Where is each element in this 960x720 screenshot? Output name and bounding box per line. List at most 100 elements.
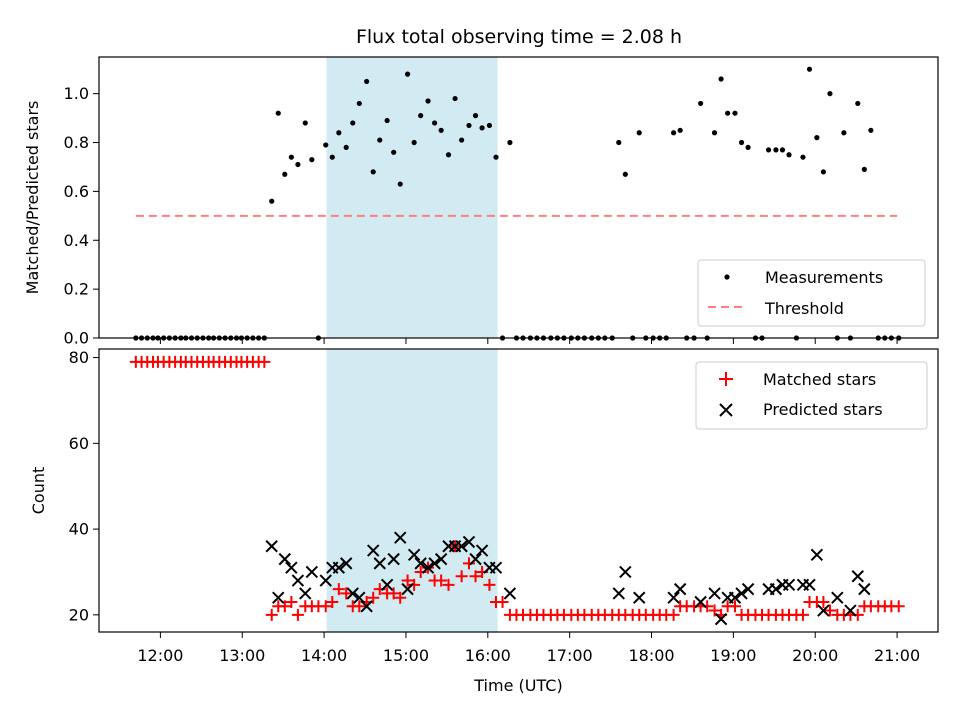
predicted-point	[619, 565, 632, 579]
predicted-point	[475, 544, 489, 557]
measurement-point	[814, 135, 820, 141]
measurement-point	[295, 161, 301, 168]
measurement-point	[773, 147, 779, 153]
count-points	[129, 355, 905, 626]
matched-point	[667, 608, 680, 621]
top-y-axis-label: Matched/Predicted stars	[23, 101, 42, 295]
predicted-point	[831, 591, 844, 604]
predicted-point	[373, 557, 386, 570]
measurement-point	[479, 125, 485, 131]
measurement-point	[711, 130, 718, 136]
x-tick-label: 21:00	[874, 646, 920, 665]
measurement-point	[282, 171, 288, 177]
bottom-shaded-interval	[326, 349, 498, 632]
predicted-point	[503, 587, 517, 600]
bottom-legend: Matched stars Predicted stars	[695, 361, 928, 430]
measurement-point	[622, 171, 628, 177]
bottom-y-axis-label: Count	[29, 467, 48, 515]
measurement-point	[616, 139, 622, 146]
measurement-point	[745, 144, 751, 151]
predicted-point	[278, 552, 292, 566]
measurement-point	[671, 130, 677, 136]
measurement-point	[636, 130, 642, 136]
y-tick-label: 0.0	[64, 329, 89, 348]
legend-predicted-marker	[719, 403, 733, 417]
matched-point	[442, 578, 455, 591]
measurement-point	[820, 169, 827, 175]
measurement-point	[438, 127, 444, 133]
measurement-point	[356, 100, 362, 107]
measurement-point	[677, 127, 683, 133]
measurement-point	[861, 166, 867, 172]
matched-point	[319, 600, 332, 613]
legend-measurements-marker	[724, 274, 730, 280]
x-tick-label: 13:00	[219, 646, 265, 665]
predicted-point	[633, 591, 646, 604]
measurement-point	[288, 154, 294, 160]
predicted-point	[367, 544, 380, 557]
top-legend: Measurements Threshold	[697, 259, 926, 327]
measurement-point	[404, 71, 411, 77]
measurement-point	[425, 98, 431, 104]
measurement-point	[432, 120, 438, 126]
bottom-legend-box	[695, 361, 928, 430]
top-panel: 0.0 0.2 0.4 0.6 0.8 1.0 Matched/Predicted sta…	[23, 56, 939, 348]
matched-point	[708, 604, 721, 617]
measurement-point	[698, 100, 704, 107]
top-axis-ticks: 0.0 0.2 0.4 0.6 0.8 1.0	[64, 84, 898, 348]
measurement-point	[370, 169, 376, 175]
predicted-point	[741, 582, 755, 596]
measurement-point	[275, 110, 281, 116]
predicted-point	[714, 612, 728, 626]
measurement-point	[391, 149, 397, 155]
matched-point	[326, 595, 339, 608]
predicted-point	[708, 587, 721, 600]
measurement-point	[445, 152, 452, 158]
predicted-point	[728, 591, 742, 604]
measurement-point	[302, 120, 308, 126]
measurement-point	[377, 137, 383, 143]
measurement-point	[718, 76, 724, 82]
matched-point	[265, 608, 278, 621]
predicted-point	[434, 552, 448, 566]
predicted-point	[346, 587, 359, 600]
bottom-axis-ticks: 20 40 60 80 12:00 13:00 14:00 15:00 16:00 17:00 18…	[69, 348, 920, 665]
predicted-point	[387, 552, 400, 566]
predicted-point	[421, 561, 435, 574]
predicted-point	[462, 535, 476, 549]
top-legend-box	[697, 259, 926, 327]
predicted-point	[332, 561, 346, 574]
predicted-point	[851, 570, 864, 583]
predicted-point	[394, 531, 407, 544]
measurement-point	[855, 100, 861, 107]
predicted-point	[694, 595, 707, 609]
y-tick-label: 0.2	[64, 280, 89, 299]
measurement-point	[452, 95, 458, 102]
predicted-point	[407, 548, 421, 562]
matched-point	[701, 600, 714, 613]
y-tick-label: 0.8	[64, 133, 89, 152]
measurement-point	[493, 154, 499, 160]
matched-point	[462, 557, 475, 570]
legend-threshold-label: Threshold	[764, 299, 844, 318]
legend-measurements-label: Measurements	[765, 268, 883, 287]
measurement-point	[364, 78, 370, 85]
predicted-point	[265, 540, 278, 553]
matched-point	[892, 600, 905, 613]
predicted-point	[489, 561, 503, 574]
measurement-point	[507, 139, 513, 146]
predicted-point	[428, 557, 441, 570]
measurement-point	[779, 147, 786, 153]
measurement-point	[459, 137, 465, 143]
measurement-point	[806, 66, 813, 72]
measurement-point	[486, 122, 493, 129]
matched-point	[258, 355, 271, 368]
measurement-point	[411, 139, 417, 146]
matched-point	[353, 600, 366, 613]
x-tick-label: 19:00	[710, 646, 756, 665]
measurement-point	[786, 152, 792, 158]
bottom-axes-frame	[98, 348, 939, 633]
measurement-point	[466, 122, 472, 129]
predicted-point	[360, 600, 373, 613]
measurement-point	[732, 110, 738, 116]
